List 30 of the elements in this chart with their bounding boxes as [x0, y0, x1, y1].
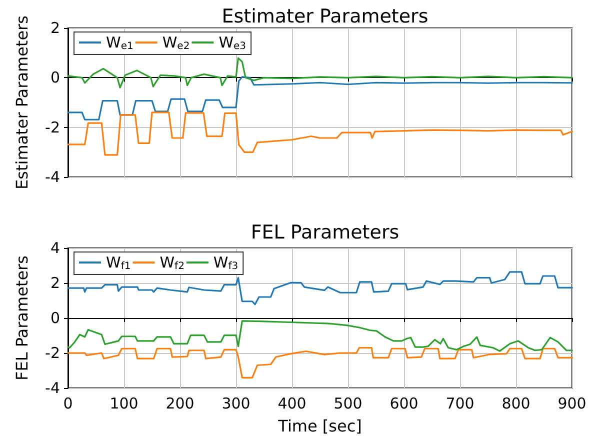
line-series	[67, 320, 573, 352]
x-tick-label: 300	[222, 394, 250, 412]
x-axis-title: Time [sec]	[277, 416, 362, 436]
y-tick-label: -4	[45, 168, 60, 186]
chart-title: Estimater Parameters	[222, 6, 428, 28]
x-tick-label: 100	[110, 394, 138, 412]
x-tick-label: 500	[334, 394, 362, 412]
line-series	[67, 271, 573, 306]
x-tick-label: 600	[390, 394, 418, 412]
y-tick-label: 2	[50, 19, 60, 37]
chart-title: FEL Parameters	[250, 222, 400, 244]
y-tick-label: -2	[45, 118, 60, 136]
y-tick-label: 2	[50, 274, 60, 292]
x-tick-label: 800	[502, 394, 530, 412]
y-axis-title: FEL Parameters	[12, 256, 32, 380]
y-tick-label: -2	[45, 344, 60, 362]
x-tick-label: 900	[558, 394, 586, 412]
y-tick-label: 4	[50, 239, 60, 257]
x-tick-label: 200	[166, 394, 194, 412]
line-series	[67, 76, 573, 120]
y-tick-label: 0	[50, 68, 60, 87]
x-tick-label: 0	[63, 394, 73, 412]
line-series	[67, 57, 573, 88]
y-tick-label: -4	[45, 379, 60, 397]
line-series	[67, 112, 573, 156]
x-tick-label: 700	[446, 394, 474, 412]
y-axis-title: Estimater Parameters	[12, 16, 32, 190]
y-tick-label: 0	[50, 309, 60, 327]
x-tick-label: 400	[278, 394, 306, 412]
line-series	[67, 346, 573, 378]
